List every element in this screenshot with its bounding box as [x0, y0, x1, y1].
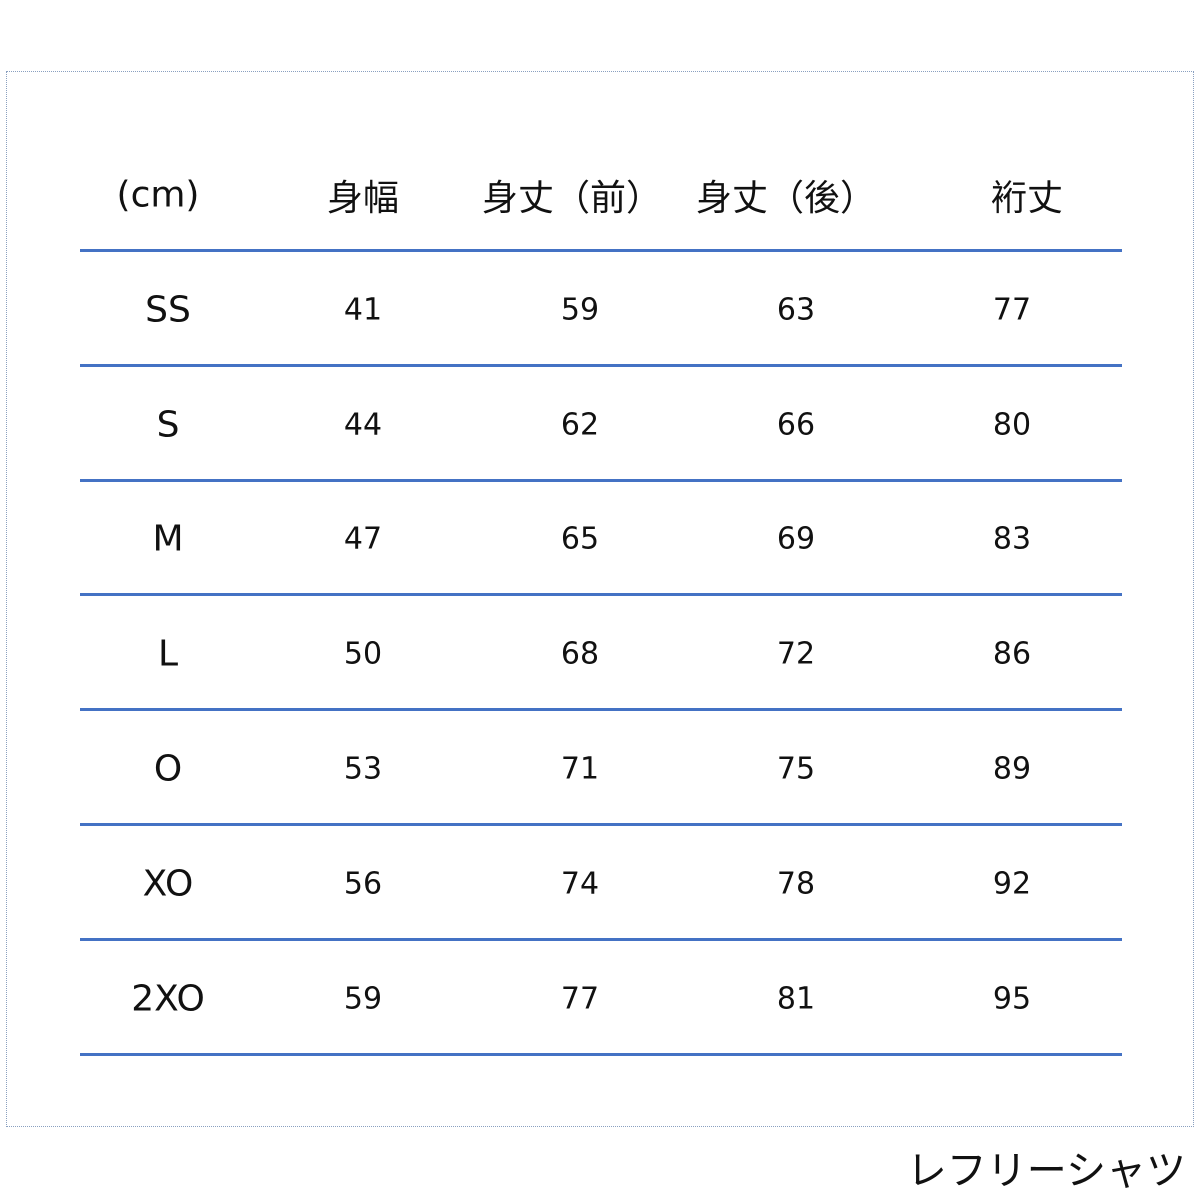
row-divider	[80, 938, 1122, 941]
size-label: S	[156, 404, 180, 445]
cell-sleeve: 77	[992, 292, 1032, 327]
cell-length-back: 63	[776, 292, 816, 327]
size-label: L	[157, 633, 179, 674]
cell-width: 47	[343, 521, 383, 557]
cell-length-front: 59	[560, 292, 600, 327]
cell-sleeve: 92	[992, 866, 1032, 901]
cell-length-front: 71	[560, 751, 600, 786]
header-sleeve: 裄丈	[990, 178, 1064, 219]
cell-width: 59	[343, 981, 383, 1016]
row-divider	[80, 708, 1122, 711]
cell-length-back: 78	[776, 866, 816, 901]
row-divider	[80, 249, 1122, 252]
header-length-front: 身丈（前）	[481, 178, 663, 219]
row-divider	[80, 364, 1122, 367]
cell-sleeve: 83	[992, 521, 1032, 557]
cell-length-back: 75	[776, 751, 816, 786]
cell-length-back: 81	[776, 981, 816, 1016]
cell-length-front: 65	[560, 521, 600, 557]
row-divider	[80, 479, 1122, 482]
cell-width: 56	[343, 866, 383, 901]
cell-length-front: 74	[560, 866, 600, 901]
cell-length-back: 66	[776, 407, 816, 442]
cell-sleeve: 95	[992, 981, 1032, 1016]
table-frame	[6, 71, 1194, 1127]
cell-length-back: 72	[776, 636, 816, 671]
cell-length-back: 69	[776, 521, 816, 557]
header-length-back: 身丈（後）	[695, 178, 877, 219]
row-divider	[80, 593, 1122, 596]
cell-length-front: 77	[560, 981, 600, 1016]
size-label: M	[152, 518, 184, 560]
cell-sleeve: 86	[992, 636, 1032, 671]
size-label: O	[153, 748, 183, 789]
size-label: SS	[145, 289, 191, 330]
product-name: レフリーシャツ	[906, 1148, 1186, 1194]
cell-width: 41	[343, 292, 383, 327]
row-divider	[80, 1053, 1122, 1056]
cell-width: 53	[343, 751, 383, 786]
cell-sleeve: 80	[992, 407, 1032, 442]
row-divider	[80, 823, 1122, 826]
cell-length-front: 62	[560, 407, 600, 442]
cell-sleeve: 89	[992, 751, 1032, 786]
header-width: 身幅	[326, 178, 400, 219]
size-label: 2XO	[131, 978, 205, 1019]
header-unit: (cm)	[116, 174, 200, 216]
cell-length-front: 68	[560, 636, 600, 671]
cell-width: 50	[343, 636, 383, 671]
cell-width: 44	[343, 407, 383, 442]
size-label: XO	[142, 863, 194, 904]
